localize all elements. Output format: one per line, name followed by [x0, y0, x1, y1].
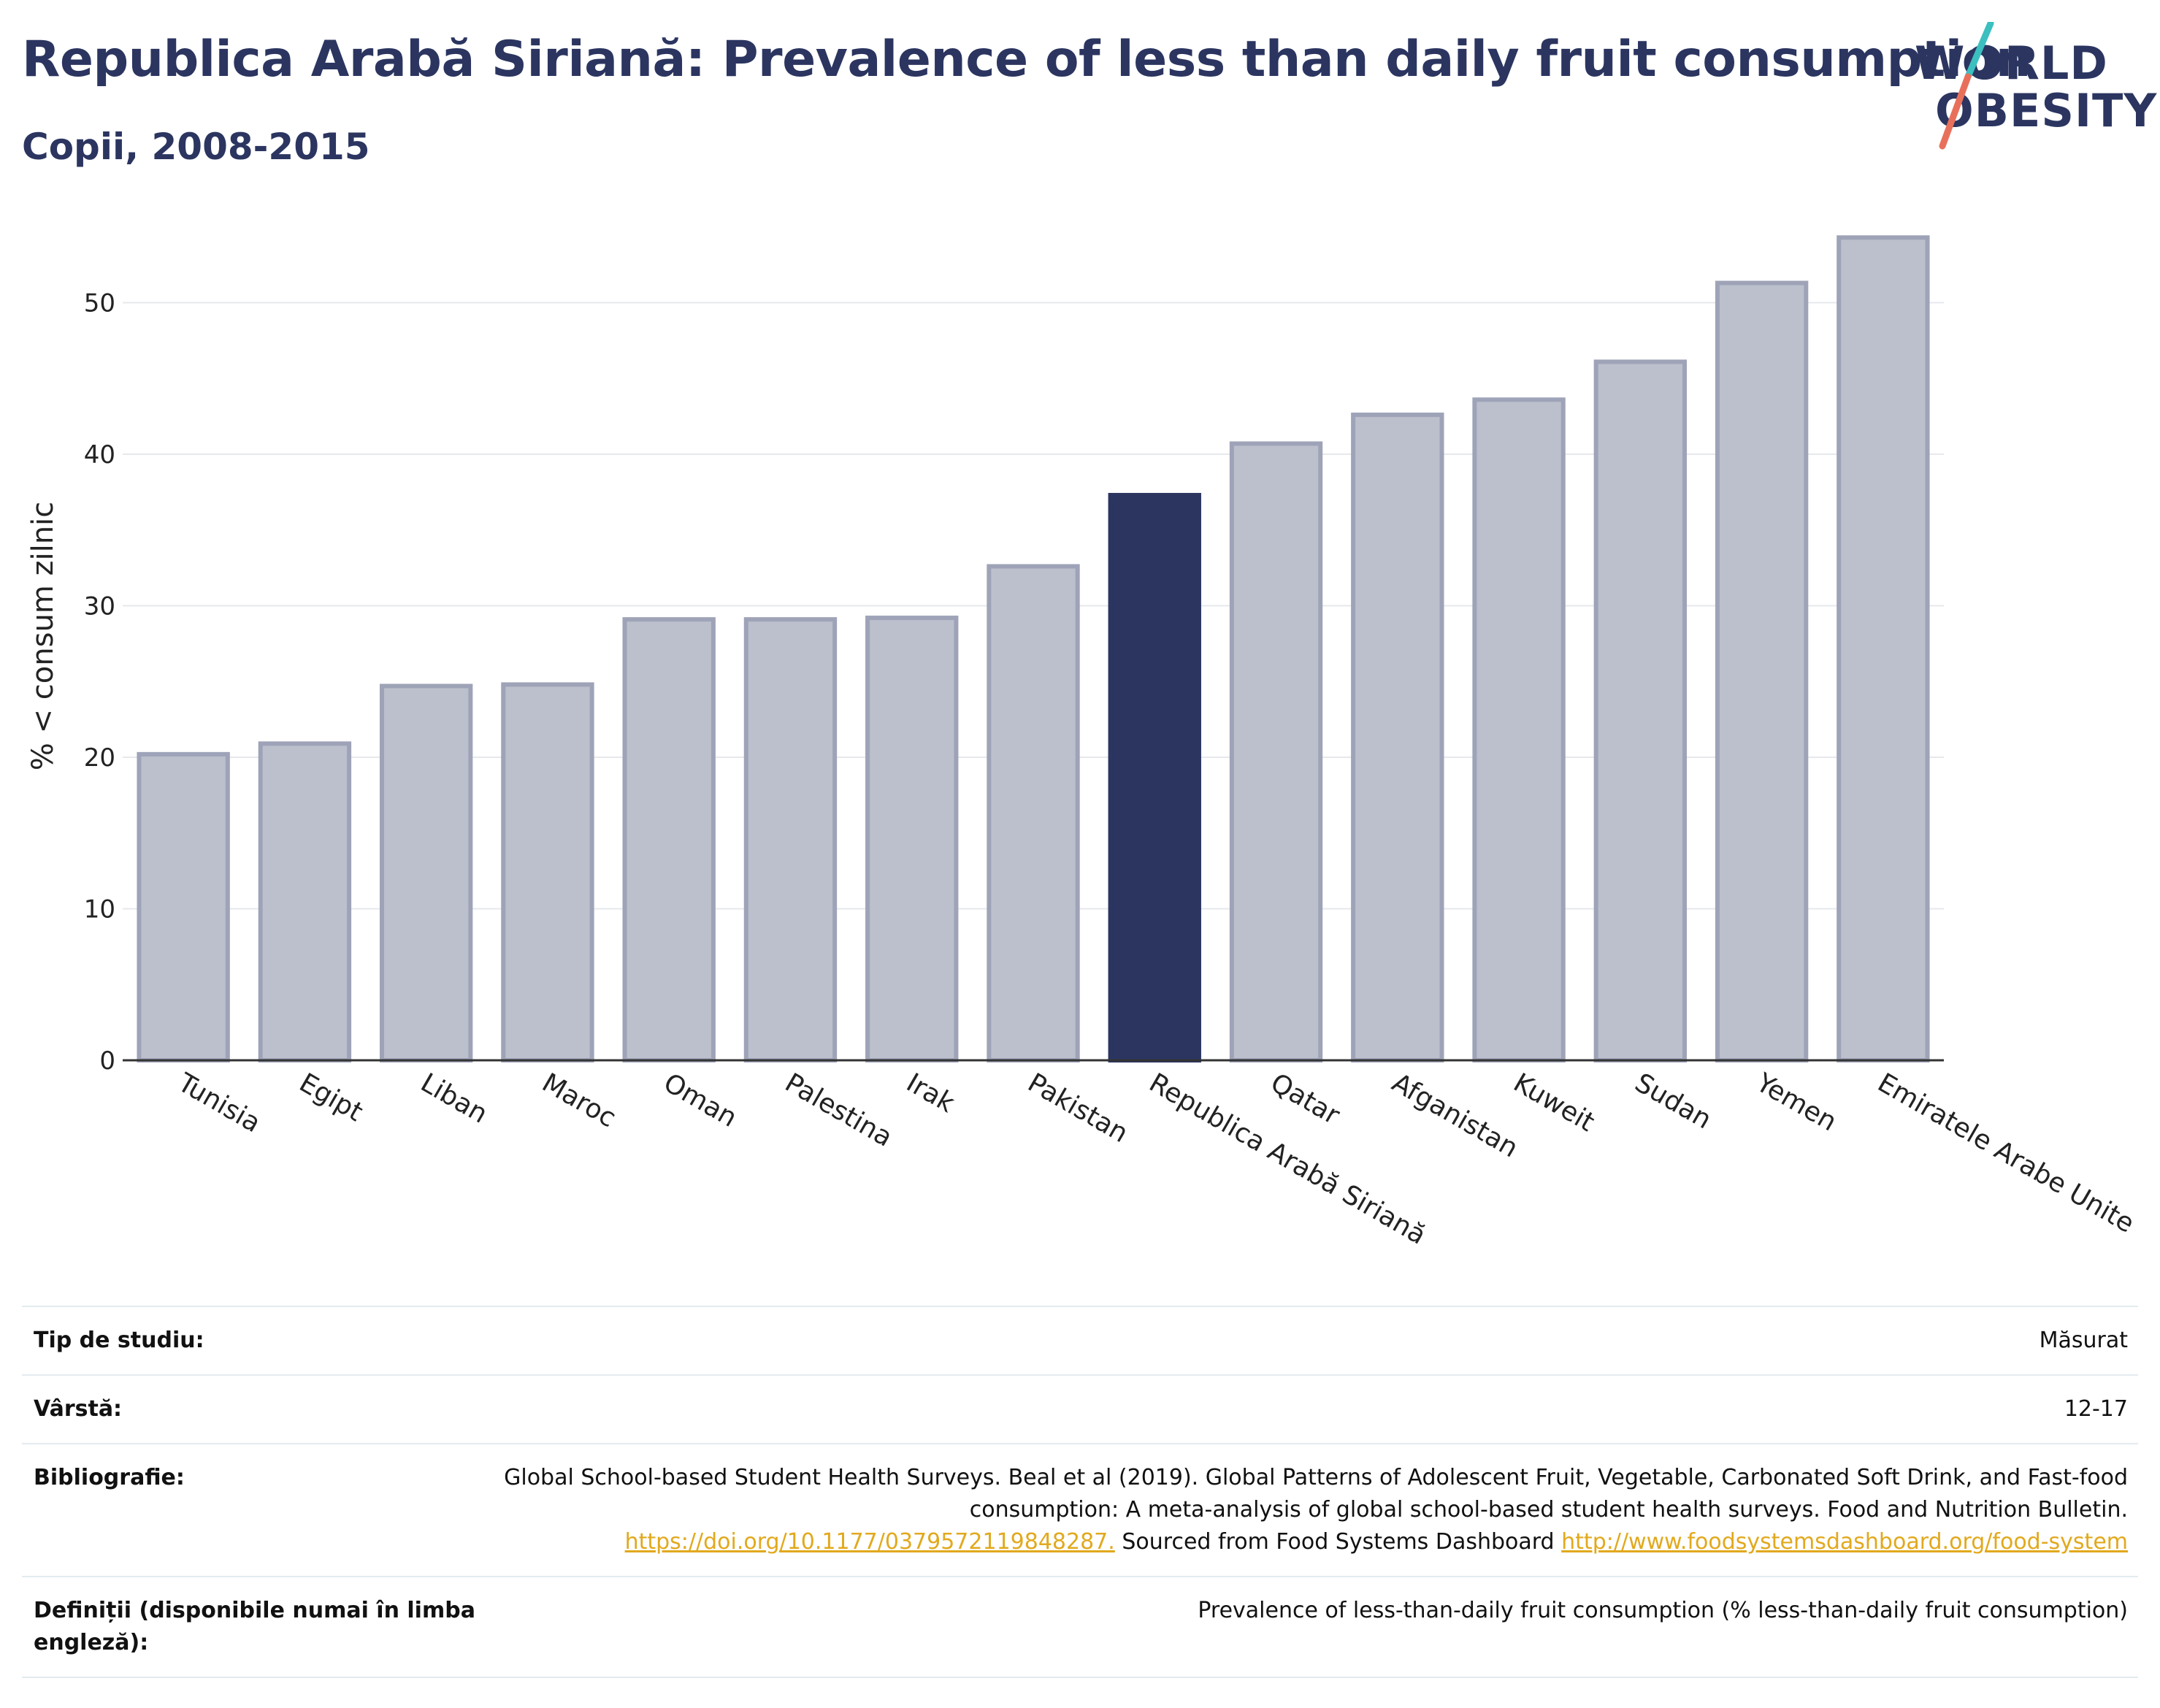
meta-row-definitions: Definiții (disponibile numai în limba en… — [22, 1576, 2138, 1678]
meta-value-definitions: Prevalence of less-than-daily fruit cons… — [1198, 1598, 2128, 1623]
bar-irak[interactable] — [865, 616, 959, 1062]
x-tick-label: Kuweit — [1509, 1068, 1600, 1138]
x-tick-label: Irak — [901, 1068, 960, 1119]
x-tick-label: Tunisia — [172, 1068, 266, 1138]
y-tick-label: 0 — [99, 1046, 115, 1076]
meta-label-bibliography: Bibliografie: — [34, 1465, 185, 1490]
bar-kuweit[interactable] — [1472, 397, 1566, 1062]
doi-link[interactable]: https://doi.org/10.1177/0379572119848287… — [624, 1529, 1115, 1555]
bibliography-text: Global School-based Student Health Surve… — [504, 1465, 2128, 1523]
y-axis-label: % < consum zilnic — [26, 502, 60, 770]
x-tick-label: Emiratele Arabe Unite — [1872, 1068, 2139, 1238]
meta-value-age: 12-17 — [2064, 1396, 2128, 1422]
bar-afganistan[interactable] — [1351, 413, 1444, 1062]
bar-chart: 0 10 20 30 40 50 Tunisia Egipt Liban Maroc Oman Pa… — [26, 235, 2140, 1251]
bar-qatar[interactable] — [1229, 441, 1323, 1063]
food-systems-dashboard-link[interactable]: http://www.foodsystemsdashboard.org/food… — [1561, 1529, 2128, 1555]
x-tick-label: Sudan — [1630, 1068, 1717, 1135]
page-title: Republica Arabă Siriană: Prevalence of l… — [22, 31, 2031, 88]
bar-maroc[interactable] — [501, 682, 594, 1062]
y-tick-label: 50 — [84, 289, 115, 318]
page-subtitle: Copii, 2008-2015 — [22, 126, 370, 168]
logo-text-world: WORLD — [1915, 37, 2108, 90]
x-tick-label: Yemen — [1750, 1068, 1842, 1138]
x-tick-label: Oman — [659, 1068, 742, 1133]
meta-label-age: Vârstă: — [34, 1396, 123, 1422]
meta-value-study-type: Măsurat — [2039, 1328, 2128, 1353]
x-tick-label: Afganistan — [1387, 1068, 1523, 1163]
bar-oman[interactable] — [622, 617, 716, 1062]
x-tick-label: Pakistan — [1023, 1068, 1133, 1149]
metadata-table: Tip de studiu: Măsurat Vârstă: 12-17 Bib… — [22, 1306, 2138, 1678]
meta-label-study-type: Tip de studiu: — [34, 1328, 204, 1353]
x-tick-label: Liban — [415, 1068, 492, 1129]
y-axis-ticks: 0 10 20 30 40 50 — [84, 289, 115, 1076]
bar-palestina[interactable] — [743, 617, 838, 1062]
bar-republica-arab-sirian-[interactable] — [1108, 493, 1201, 1062]
x-tick-label: Egipt — [294, 1068, 368, 1127]
bars — [137, 235, 1930, 1063]
logo-slash-icon — [1939, 22, 1994, 150]
meta-row-age: Vârstă: 12-17 — [22, 1374, 2138, 1443]
bar-egipt[interactable] — [258, 741, 352, 1062]
x-axis-labels: Tunisia Egipt Liban Maroc Oman Palestina Irak P… — [172, 1068, 2140, 1251]
x-tick-label: Qatar — [1265, 1068, 1344, 1130]
logo-text-obesity: OBESITY — [1935, 84, 2158, 137]
world-obesity-logo[interactable]: WORLD OBESITY — [1906, 22, 2156, 153]
bar-emiratele-arabe-unite[interactable] — [1837, 235, 1930, 1062]
y-tick-label: 10 — [84, 895, 115, 924]
bar-pakistan[interactable] — [987, 564, 1080, 1062]
bar-tunisia[interactable] — [137, 751, 230, 1062]
x-tick-label: Maroc — [537, 1068, 621, 1133]
bar-yemen[interactable] — [1715, 280, 1809, 1062]
x-tick-label: Palestina — [780, 1068, 897, 1153]
bar-liban[interactable] — [379, 683, 473, 1062]
meta-label-definitions: Definiții (disponibile numai în limba en… — [34, 1598, 475, 1655]
y-tick-label: 20 — [84, 743, 115, 773]
bibliography-source-text: Sourced from Food Systems Dashboard — [1122, 1529, 1555, 1555]
meta-row-study-type: Tip de studiu: Măsurat — [22, 1306, 2138, 1374]
bar-sudan[interactable] — [1593, 359, 1688, 1063]
meta-row-bibliography: Bibliografie: Global School-based Studen… — [22, 1443, 2138, 1576]
y-tick-label: 30 — [84, 592, 115, 621]
meta-value-bibliography: Global School-based Student Health Surve… — [501, 1462, 2128, 1558]
y-tick-label: 40 — [84, 440, 115, 470]
